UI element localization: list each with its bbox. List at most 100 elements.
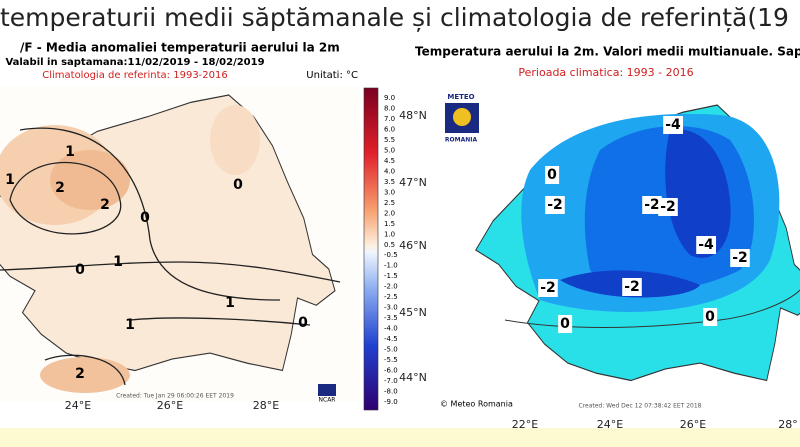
colorbar-label: -7.0 [384, 377, 398, 385]
colorbar-label: 8.0 [384, 104, 395, 112]
colorbar-label: -3.5 [384, 314, 398, 322]
colorbar-labels: 9.0 8.0 7.0 6.0 5.5 5.0 4.5 4.0 3.5 3.0 2.5 2.0 1.5 1… [384, 94, 398, 406]
colorbar-label: -5.5 [384, 356, 398, 364]
colorbar-label: 6.0 [384, 125, 395, 133]
label-box [658, 198, 678, 216]
label-box [663, 116, 684, 134]
colorbar-label: 5.5 [384, 136, 395, 144]
left-subtitle: Valabil in saptamana:11/02/2019 - 18/02/… [5, 57, 264, 68]
contour-label: -4 [698, 237, 714, 253]
bottom-strip [0, 428, 800, 447]
contour-label: -2 [660, 199, 676, 215]
ncar-logo [318, 384, 336, 396]
right-created: Created: Wed Dec 12 07:38:42 EET 2018 [579, 403, 702, 410]
contour-labels: 0 -2 -2 -4 -2 -4 -2 -2 -2 0 0 [538, 116, 750, 333]
contour-label: 0 [75, 262, 85, 278]
contour-label: 2 [55, 180, 65, 196]
colorbar-label: 3.0 [384, 188, 395, 196]
contour-label: 1 [65, 144, 75, 160]
label-box [545, 166, 560, 184]
colorbar-label: 3.5 [384, 178, 395, 186]
label-box [545, 196, 565, 214]
colorbar-label: -9.0 [384, 398, 398, 406]
logo-sun [453, 108, 471, 126]
left-title: /F - Media anomaliei temperaturii aerulu… [20, 41, 340, 55]
copyright: © Meteo Romania [440, 400, 513, 409]
right-subtitle: Perioada climatica: 1993 - 2016 [518, 66, 693, 79]
contour-label: 1 [125, 317, 135, 333]
lon-label: 26°E [680, 418, 706, 431]
lat-labels: 48°N 47°N 46°N 45°N 44°N [399, 109, 427, 384]
lon-label: 28°E [253, 399, 279, 412]
units: Unitati: °C [306, 70, 358, 81]
contour-label: -2 [540, 280, 556, 296]
colorbar-label: -6.0 [384, 367, 398, 375]
colorbar-label: 1.5 [384, 220, 395, 228]
label-box [642, 196, 662, 214]
colorbar-label: 7.0 [384, 115, 395, 123]
colorbar-label: 4.0 [384, 167, 395, 175]
contour-label: -2 [547, 197, 563, 213]
contour-labels: 1 1 2 2 0 0 1 0 1 1 0 2 [5, 144, 308, 382]
contour-label: 1 [113, 254, 123, 270]
page-title: temperaturii medii săptămanale și climat… [0, 3, 789, 32]
colorbar-label: 5.0 [384, 146, 395, 154]
colorbar-label: 0.5 [384, 241, 395, 249]
logo-top: METEO [447, 93, 474, 101]
colorbar-label: -3.0 [384, 304, 398, 312]
contour-label: 2 [100, 197, 110, 213]
colorbar-label: 4.5 [384, 157, 395, 165]
lon-label: 22°E [512, 418, 538, 431]
left-map [0, 86, 360, 402]
lon-label: 24°E [65, 399, 91, 412]
contour-label: 0 [705, 309, 715, 325]
lat-label: 47°N [399, 176, 427, 189]
colorbar-label: -2.5 [384, 293, 398, 301]
label-box [622, 278, 642, 296]
lat-label: 45°N [399, 306, 427, 319]
contour-label: -2 [732, 250, 748, 266]
colorbar-label: 2.0 [384, 209, 395, 217]
contour-label: 2 [75, 366, 85, 382]
label-box [538, 279, 558, 297]
contour-label: 0 [560, 316, 570, 332]
contour-label: 1 [5, 172, 15, 188]
contour-label: 0 [547, 167, 557, 183]
colorbar-label: -1.0 [384, 262, 398, 270]
label-box [730, 249, 750, 267]
lat-label: 48°N [399, 109, 427, 122]
colorbar-label: -5.0 [384, 346, 398, 354]
label-box [696, 236, 717, 254]
left-climatology: Climatologia de referinta: 1993-2016 [42, 70, 228, 81]
label-box [558, 315, 573, 333]
colorbar-label: -1.5 [384, 272, 398, 280]
lon-label: 24°E [597, 418, 623, 431]
contour-label: 0 [140, 210, 150, 226]
label-box [703, 308, 718, 326]
colorbar-label: -4.0 [384, 325, 398, 333]
colorbar [363, 87, 379, 411]
right-title: Temperatura aerului la 2m. Valori medii … [415, 45, 800, 59]
ncar-text: NCAR [319, 397, 336, 404]
lon-label: 28° [778, 418, 798, 431]
contour-label: -2 [624, 279, 640, 295]
colorbar-label: -2.0 [384, 283, 398, 291]
colorbar-label: 9.0 [384, 94, 395, 102]
colorbar-label: -0.5 [384, 251, 398, 259]
colorbar-label: -4.5 [384, 335, 398, 343]
contour-label: -2 [644, 197, 660, 213]
lat-label: 44°N [399, 371, 427, 384]
colorbar-label: 1.0 [384, 230, 395, 238]
contour-label: 1 [225, 295, 235, 311]
colorbar-label: 2.5 [384, 199, 395, 207]
left-created: Created: Tue Jan 29 06:00:26 EET 2019 [116, 393, 234, 400]
contour-label: -4 [665, 117, 681, 133]
logo-bottom: ROMANIA [445, 137, 478, 144]
lat-label: 46°N [399, 239, 427, 252]
lon-label: 26°E [157, 399, 183, 412]
contour-label: 0 [298, 315, 308, 331]
colorbar-label: -8.0 [384, 388, 398, 396]
contour-label: 0 [233, 177, 243, 193]
